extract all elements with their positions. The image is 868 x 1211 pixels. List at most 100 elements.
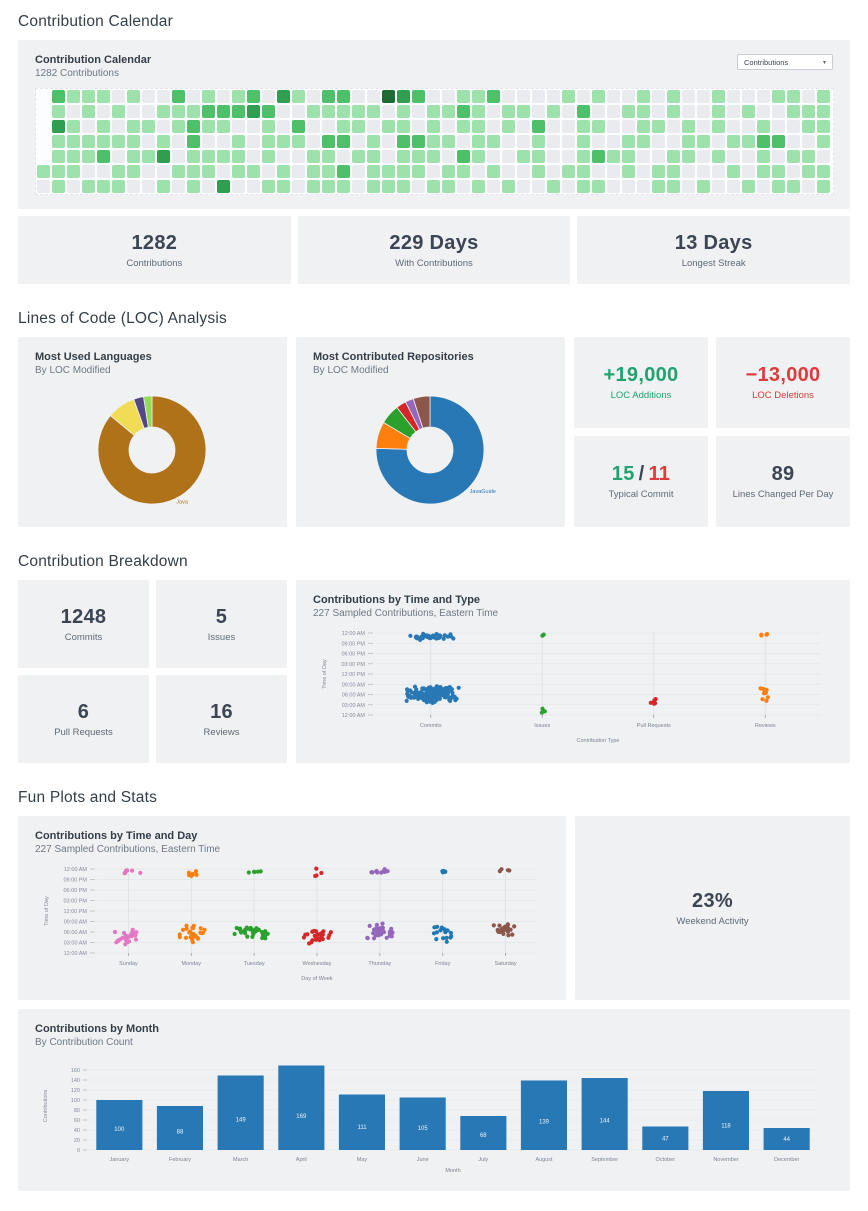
calendar-cell — [52, 105, 65, 118]
month-chart-title: Contributions by Month — [35, 1023, 160, 1035]
calendar-cell — [112, 135, 125, 148]
calendar-cell — [577, 90, 590, 103]
data-point — [434, 697, 439, 703]
x-tick-label: Commits — [420, 723, 442, 729]
data-point — [127, 934, 132, 939]
calendar-cell — [712, 180, 725, 193]
calendar-cell — [772, 105, 785, 118]
data-point — [435, 686, 440, 691]
calendar-cell — [607, 105, 620, 118]
data-point — [189, 873, 194, 879]
repos-chart-card: Most Contributed Repositories By LOC Mod… — [296, 337, 565, 527]
calendar-cell — [667, 105, 680, 118]
calendar-cell — [532, 105, 545, 118]
data-point — [450, 690, 455, 695]
calendar-cell — [172, 180, 185, 193]
calendar-cell — [262, 150, 275, 163]
calendar-cell — [547, 180, 560, 193]
data-point — [316, 936, 321, 941]
calendar-cell — [487, 150, 500, 163]
calendar-cell — [427, 90, 440, 103]
data-point — [116, 938, 121, 943]
data-point — [138, 870, 143, 875]
calendar-cell — [622, 120, 635, 133]
calendar-cell — [427, 165, 440, 178]
calendar-cell — [607, 180, 620, 193]
data-point — [449, 687, 454, 692]
data-point — [390, 930, 395, 935]
data-point — [387, 933, 392, 938]
data-point — [320, 937, 325, 942]
calendar-cell — [727, 105, 740, 118]
calendar-cell — [187, 120, 200, 133]
calendar-cell — [262, 120, 275, 133]
calendar-cell — [562, 135, 575, 148]
calendar-cell — [532, 120, 545, 133]
calendar-cell — [277, 180, 290, 193]
calendar-cell — [607, 120, 620, 133]
calendar-cell — [502, 105, 515, 118]
calendar-cell — [247, 180, 260, 193]
calendar-cell — [217, 105, 230, 118]
bar-value-label: 68 — [480, 1133, 487, 1139]
data-point — [190, 937, 195, 942]
data-point — [133, 933, 138, 938]
languages-chart-subtitle: By LOC Modified — [35, 365, 111, 376]
bar-value-label: 118 — [721, 1124, 731, 1130]
stat-label: With Contributions — [395, 257, 473, 269]
calendar-cell — [142, 165, 155, 178]
calendar-cell — [742, 180, 755, 193]
calendar-cell — [727, 90, 740, 103]
data-point — [112, 929, 118, 935]
stat-card-commits: 1248 Commits — [18, 580, 149, 668]
data-point — [449, 934, 454, 939]
languages-chart-title: Most Used Languages — [35, 351, 152, 363]
calendar-cell — [532, 165, 545, 178]
bar-value-label: 169 — [296, 1114, 307, 1120]
calendar-cell — [607, 165, 620, 178]
calendar-cell — [652, 135, 665, 148]
y-tick-label: 12:00 PM — [341, 672, 365, 678]
data-point — [497, 923, 502, 928]
data-point — [121, 930, 127, 936]
y-tick-label: 80 — [74, 1108, 80, 1114]
calendar-cell — [502, 180, 515, 193]
calendar-cell — [622, 135, 635, 148]
calendar-cell — [82, 105, 95, 118]
data-point — [428, 635, 433, 640]
data-point — [248, 925, 253, 931]
data-point — [380, 921, 385, 926]
metric-dropdown[interactable]: Contributions ▾ — [737, 54, 833, 70]
calendar-cell — [502, 90, 515, 103]
calendar-cell — [817, 150, 830, 163]
calendar-cell — [67, 165, 80, 178]
calendar-cell — [157, 105, 170, 118]
data-point — [437, 635, 442, 640]
summary-stats-row: 1282 Contributions 229 Days With Contrib… — [18, 216, 850, 284]
calendar-cell — [712, 120, 725, 133]
data-point — [408, 695, 413, 700]
data-point — [328, 930, 333, 935]
calendar-cell — [562, 180, 575, 193]
calendar-cell — [112, 150, 125, 163]
pull-requests-value: 6 — [77, 700, 90, 723]
calendar-cell — [592, 105, 605, 118]
calendar-cell — [652, 90, 665, 103]
y-tick-label: 03:00 PM — [63, 899, 87, 905]
calendar-cell — [697, 180, 710, 193]
calendar-cell — [82, 165, 95, 178]
data-point — [177, 932, 182, 937]
data-point — [430, 700, 435, 705]
calendar-card-title: Contribution Calendar — [35, 54, 152, 66]
calendar-cell — [757, 105, 770, 118]
data-point — [422, 698, 427, 703]
commits-label: Commits — [64, 631, 103, 643]
calendar-cell — [442, 105, 455, 118]
calendar-cell — [412, 180, 425, 193]
data-point — [442, 927, 447, 932]
x-tick-label: Friday — [435, 961, 451, 967]
data-point — [433, 690, 438, 695]
donut-slice — [97, 395, 207, 505]
calendar-card-titles: Contribution Calendar 1282 Contributions — [35, 54, 151, 79]
calendar-cell — [382, 180, 395, 193]
